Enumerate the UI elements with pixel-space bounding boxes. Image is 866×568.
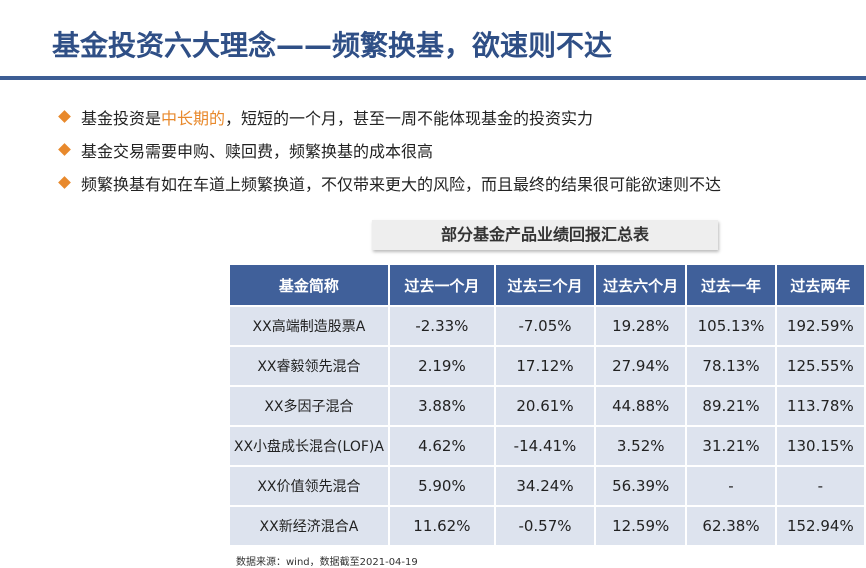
table-row: XX多因子混合 3.88% 20.61% 44.88% 89.21% 113.78% <box>228 385 866 427</box>
bullet: 基金投资是中长期的，短短的一个月，甚至一周不能体现基金的投资实力 <box>58 100 721 133</box>
bullet: 基金交易需要申购、赎回费，频繁换基的成本很高 <box>58 133 721 166</box>
text-part: ，短短的一个月，甚至一周不能体现基金的投资实力 <box>225 108 594 128</box>
column-header: 过去三个月 <box>493 263 597 307</box>
bullet-list: 基金投资是中长期的，短短的一个月，甚至一周不能体现基金的投资实力基金交易需要申购… <box>58 100 721 199</box>
table-row: XX小盘成长混合(LOF)A 4.62% -14.41% 3.52% 31.21% 130… <box>228 425 866 467</box>
return-cell: 3.88% <box>387 385 496 427</box>
return-cell: - <box>685 465 777 507</box>
text-part: 基金投资是 <box>81 108 162 128</box>
header-row: 基金简称 过去一个月 过去三个月 过去六个月 过去一年 过去两年 <box>228 263 866 307</box>
bullet-text: 基金投资是中长期的，短短的一个月，甚至一周不能体现基金的投资实力 <box>81 105 593 129</box>
performance-table: 基金简称 过去一个月 过去三个月 过去六个月 过去一年 过去两年 XX高端制造股票A -2.… <box>228 263 866 547</box>
return-cell: 4.62% <box>387 425 496 467</box>
return-cell: 152.94% <box>774 505 866 547</box>
return-cell: 5.90% <box>387 465 496 507</box>
text-part: 基金交易需要申购、赎回费，频繁换基的成本很高 <box>81 141 434 161</box>
column-header: 过去一年 <box>685 263 777 307</box>
highlight-text: 中长期的 <box>161 108 226 128</box>
return-cell: -7.05% <box>493 305 597 347</box>
column-header: 过去一个月 <box>387 263 496 307</box>
return-cell: 44.88% <box>594 385 688 427</box>
fund-name: XX高端制造股票A <box>228 305 390 347</box>
bullet-marker <box>58 110 71 123</box>
fund-name: XX新经济混合A <box>228 505 390 547</box>
fund-name: XX多因子混合 <box>228 385 390 427</box>
return-cell: 31.21% <box>685 425 777 467</box>
bullet-marker <box>58 176 71 189</box>
return-cell: -2.33% <box>387 305 496 347</box>
return-cell: 17.12% <box>493 345 597 387</box>
return-cell: 34.24% <box>493 465 597 507</box>
bullet-text: 频繁换基有如在车道上频繁换道，不仅带来更大的风险，而且最终的结果很可能欲速则不达 <box>81 171 721 195</box>
table-row: XX价值领先混合 5.90% 34.24% 56.39% - - <box>228 465 866 507</box>
return-cell: 27.94% <box>594 345 688 387</box>
source-note: 数据来源：wind，数据截至2021-04-19 <box>236 557 418 568</box>
text-part: 频繁换基有如在车道上频繁换道，不仅带来更大的风险，而且最终的结果很可能欲速则不达 <box>81 174 722 194</box>
return-cell: 130.15% <box>774 425 866 467</box>
return-cell: 89.21% <box>685 385 777 427</box>
bullet-marker <box>58 143 71 156</box>
return-cell: 19.28% <box>594 305 688 347</box>
column-header: 基金简称 <box>228 263 390 307</box>
return-cell: 3.52% <box>594 425 688 467</box>
title-rule <box>0 76 866 80</box>
fund-name: XX小盘成长混合(LOF)A <box>228 425 390 467</box>
column-header: 过去六个月 <box>594 263 688 307</box>
table-row: XX高端制造股票A -2.33% -7.05% 19.28% 105.13% 192.59… <box>228 305 866 347</box>
fund-name: XX睿毅领先混合 <box>228 345 390 387</box>
table-row: XX新经济混合A 11.62% -0.57% 12.59% 62.38% 152.94% <box>228 505 866 547</box>
fund-name: XX价值领先混合 <box>228 465 390 507</box>
column-header: 过去两年 <box>774 263 866 307</box>
table-body: XX高端制造股票A -2.33% -7.05% 19.28% 105.13% 192.59… <box>228 305 866 547</box>
slide-title: 基金投资六大理念——频繁换基，欲速则不达 <box>52 29 613 62</box>
table-caption: 部分基金产品业绩回报汇总表 <box>372 220 718 250</box>
table-row: XX睿毅领先混合 2.19% 17.12% 27.94% 78.13% 125.55% <box>228 345 866 387</box>
bullet: 频繁换基有如在车道上频繁换道，不仅带来更大的风险，而且最终的结果很可能欲速则不达 <box>58 166 721 199</box>
bullet-text: 基金交易需要申购、赎回费，频繁换基的成本很高 <box>81 138 433 162</box>
return-cell: 192.59% <box>774 305 866 347</box>
return-cell: 78.13% <box>685 345 777 387</box>
return-cell: - <box>774 465 866 507</box>
return-cell: 11.62% <box>387 505 496 547</box>
return-cell: -14.41% <box>493 425 597 467</box>
return-cell: 12.59% <box>594 505 688 547</box>
return-cell: 125.55% <box>774 345 866 387</box>
return-cell: -0.57% <box>493 505 597 547</box>
return-cell: 56.39% <box>594 465 688 507</box>
return-cell: 113.78% <box>774 385 866 427</box>
return-cell: 62.38% <box>685 505 777 547</box>
return-cell: 2.19% <box>387 345 496 387</box>
return-cell: 105.13% <box>685 305 777 347</box>
return-cell: 20.61% <box>493 385 597 427</box>
